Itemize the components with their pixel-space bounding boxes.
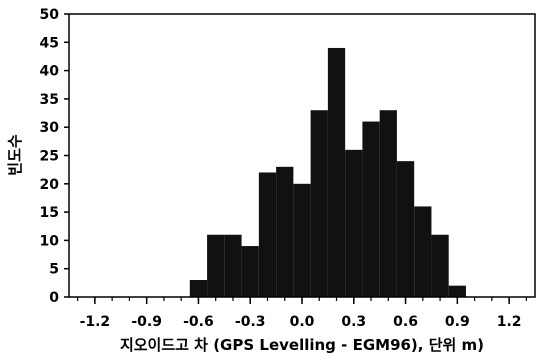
y-tick-label: 40: [40, 64, 60, 80]
histogram-bar: [310, 110, 328, 297]
y-ticks: 0 5 10 15 20 25 30 35 40 45 50: [40, 7, 69, 306]
histogram-bar: [258, 172, 277, 297]
y-tick-label: 15: [40, 205, 59, 221]
x-tick-label: -0.6: [183, 314, 214, 330]
histogram-bar: [327, 47, 346, 298]
bars: [189, 47, 466, 298]
y-tick-label: 5: [49, 262, 59, 278]
x-tick-label: 1.2: [497, 314, 522, 330]
histogram-bar: [448, 285, 466, 297]
y-tick-label: 20: [40, 177, 60, 193]
y-tick-label: 50: [40, 7, 60, 23]
x-tick-label: -0.3: [235, 314, 266, 330]
x-tick-label: 0.0: [290, 314, 315, 330]
y-tick-label: 0: [49, 290, 59, 306]
histogram-bar: [345, 149, 363, 297]
histogram-bar: [207, 234, 225, 297]
histogram-bar: [414, 206, 432, 297]
histogram-bar: [241, 246, 259, 297]
histogram-bar: [276, 166, 294, 297]
x-axis-label: 지오이드고 차 (GPS Levelling - EGM96), 단위 m): [120, 336, 484, 354]
x-ticks: -1.2 -0.9 -0.6 -0.3 0.0 0.3 0.6 0.9 1.2: [77, 297, 527, 330]
histogram-bar: [362, 121, 380, 297]
x-tick-label: 0.6: [393, 314, 418, 330]
x-tick-label: 0.9: [445, 314, 470, 330]
x-tick-label: -0.9: [131, 314, 162, 330]
histogram-bar: [189, 280, 208, 297]
y-tick-label: 45: [40, 35, 59, 51]
histogram-bar: [224, 234, 242, 297]
y-tick-label: 35: [40, 92, 59, 108]
x-tick-label: -1.2: [80, 314, 111, 330]
x-tick-label: 0.3: [341, 314, 366, 330]
histogram-bar: [431, 234, 449, 297]
histogram-bar: [293, 183, 311, 297]
y-axis-title: 빈도수: [6, 134, 24, 176]
y-tick-label: 10: [40, 233, 60, 249]
histogram-bar: [379, 110, 397, 297]
y-axis-label: 빈도수: [6, 134, 24, 176]
y-tick-label: 30: [40, 120, 60, 136]
y-tick-label: 25: [40, 149, 59, 165]
histogram-bar: [396, 161, 415, 297]
